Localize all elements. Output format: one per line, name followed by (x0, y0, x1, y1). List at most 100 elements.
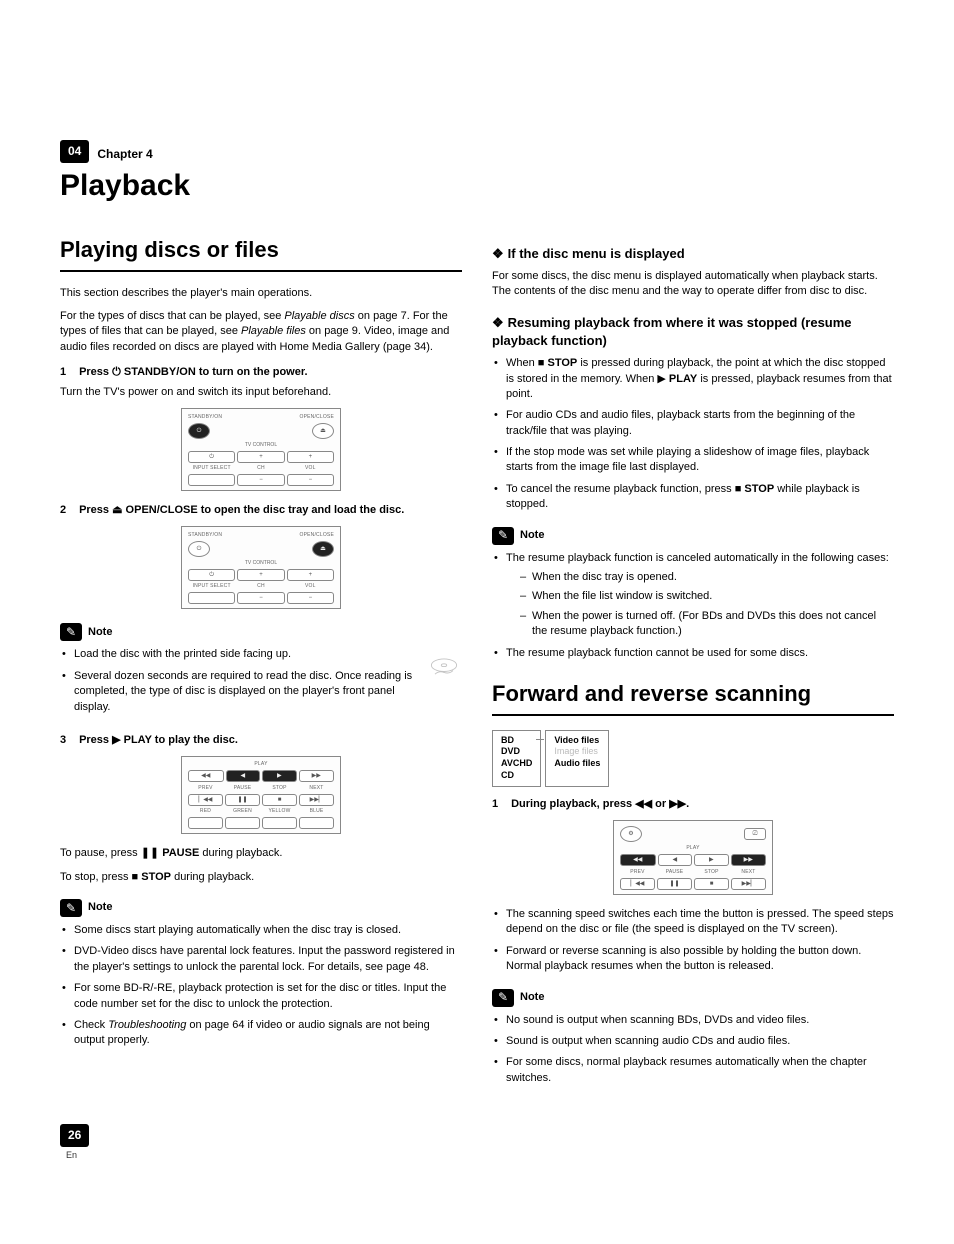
note-header-4: ✎ Note (492, 989, 894, 1007)
note2-item-1: Some discs start playing automatically w… (60, 923, 462, 938)
format-box-left: BD DVD AVCHD CD (492, 730, 541, 787)
fig2-standby-button: ⏻ (188, 541, 210, 557)
format-box: BD DVD AVCHD CD Video files Image files … (492, 730, 894, 787)
section-title-playing: Playing discs or files (60, 235, 462, 272)
remote-figure-2: STANDBY/ON OPEN/CLOSE ⏻ ⏏ TV CONTROL ⏻ +… (181, 526, 341, 609)
note3-lead: The resume playback function is canceled… (506, 552, 889, 564)
fig3-prev-button: ▏◀◀ (188, 794, 223, 806)
fig2-lbl-r2c3: VOL (287, 583, 334, 590)
fig3-lbl-stop: STOP (262, 785, 297, 792)
fig3-blue-button (299, 817, 334, 829)
remote-figure-3: PLAY ◀◀ ◀ ▶ ▶▶ PREV PAUSE STOP NEXT ▏◀◀ … (181, 756, 341, 834)
page-title: Playback (60, 165, 894, 207)
note-icon: ✎ (60, 623, 82, 641)
fig4-lbl-stop: STOP (694, 869, 729, 876)
note2-i4b: Troubleshooting (108, 1019, 186, 1031)
fmt-avchd: AVCHD (501, 758, 532, 770)
eject-icon: ⏏ (112, 504, 122, 516)
pause-icon: ❚❚ (141, 847, 159, 859)
fig1-standby-button: ⏻ (188, 423, 210, 439)
fig4-lbl-play: PLAY (658, 845, 729, 852)
scan-list: The scanning speed switches each time th… (492, 907, 894, 975)
sub1-title: If the disc menu is displayed (508, 246, 685, 261)
fig3-rev-button: ◀◀ (188, 770, 224, 782)
step-2-number: 2 (60, 503, 76, 518)
pause-c: during playback. (199, 847, 282, 859)
fig2-open-button: ⏏ (312, 541, 334, 557)
note-label-3: Note (520, 528, 544, 543)
fig3-lbl-play: PLAY (226, 761, 297, 768)
chapter-header: 04 Chapter 4 (60, 140, 894, 163)
fig3-lbl-pause: PAUSE (225, 785, 260, 792)
step-2: 2 Press ⏏ OPEN/CLOSE to open the disc tr… (60, 503, 462, 518)
fig1-btn-r3c3: − (287, 474, 334, 486)
chapter-label: Chapter 4 (97, 146, 152, 163)
note-label-1: Note (88, 625, 112, 640)
fig1-btn-r1c3: + (287, 451, 334, 463)
play-icon: ▶ (112, 734, 120, 746)
fig1-lbl-r2c1: INPUT SELECT (188, 465, 235, 472)
fmt-bd: BD (501, 735, 532, 747)
note-2-list: Some discs start playing automatically w… (60, 923, 462, 1049)
note4-item-1: No sound is output when scanning BDs, DV… (492, 1013, 894, 1028)
fig4-rev-button: ◀◀ (620, 854, 656, 866)
stop-instruction: To stop, press ■ STOP during playback. (60, 870, 462, 885)
note2-item-2: DVD-Video discs have parental lock featu… (60, 944, 462, 975)
power-icon: ⏻ (112, 366, 121, 378)
fig2-btn-r3c1 (188, 592, 235, 604)
diamond-icon-1: ❖ (492, 246, 504, 261)
remote-figure-1: STANDBY/ON OPEN/CLOSE ⏻ ⏏ TV CONTROL ⏻ +… (181, 408, 341, 491)
fig2-btn-r1c1: ⏻ (188, 569, 235, 581)
chapter-badge: 04 (60, 140, 89, 163)
fig4-back-button: ◀ (658, 854, 693, 866)
fig4-lbl-prev: PREV (620, 869, 655, 876)
r-i1d: PLAY (666, 373, 697, 385)
sub-heading-disc-menu: ❖ If the disc menu is displayed (492, 245, 894, 263)
resume-item-4: To cancel the resume playback function, … (492, 482, 894, 513)
note3-dash-3: When the power is turned off. (For BDs a… (520, 609, 894, 640)
fig1-btn-r1c1: ⏻ (188, 451, 235, 463)
page-number: 26 (60, 1124, 89, 1147)
fmt-video: Video files (554, 735, 600, 747)
note3-dash-1: When the disc tray is opened. (520, 570, 894, 585)
scan-step-1b: or (652, 798, 669, 810)
step-3-number: 3 (60, 733, 76, 748)
fig1-label-standby: STANDBY/ON (188, 414, 222, 421)
r-i4a: To cancel the resume playback function, … (506, 483, 735, 495)
fig2-label-open: OPEN/CLOSE (299, 532, 334, 539)
content-columns: Playing discs or files This section desc… (60, 231, 894, 1094)
note4-item-3: For some discs, normal playback resumes … (492, 1055, 894, 1086)
fig1-btn-r3c1 (188, 474, 235, 486)
fig2-tv-control-label: TV CONTROL (186, 560, 336, 567)
page-lang: En (66, 1149, 894, 1162)
fig4-play-button: ▶ (694, 854, 729, 866)
pause-a: To pause, press (60, 847, 141, 859)
sub-heading-resume: ❖Resuming playback from where it was sto… (492, 314, 894, 350)
step-1-number: 1 (60, 365, 76, 380)
fig4-pause-button: ❚❚ (657, 878, 692, 890)
step-1b: STANDBY/ON to turn on the power. (121, 366, 308, 378)
fig3-lbl-yellow: YELLOW (262, 808, 297, 815)
fmt-image: Image files (554, 746, 600, 758)
fig3-lbl-red: RED (188, 808, 223, 815)
fig1-btn-r3c2: − (237, 474, 284, 486)
fig3-stop-button: ■ (262, 794, 297, 806)
fig4-top-right-button: ⎚ (744, 828, 766, 840)
types-paragraph: For the types of discs that can be playe… (60, 309, 462, 355)
pause-instruction: To pause, press ❚❚ PAUSE during playback… (60, 846, 462, 861)
r-i1a: When (506, 357, 538, 369)
types-text-a: For the types of discs that can be playe… (60, 310, 284, 322)
step-1-body: Turn the TV's power on and switch its in… (60, 385, 462, 400)
sub2-title: Resuming playback from where it was stop… (492, 315, 852, 348)
playable-files-ref: Playable files (241, 325, 306, 337)
left-column: Playing discs or files This section desc… (60, 231, 462, 1094)
step-1: 1 Press ⏻ STANDBY/ON to turn on the powe… (60, 365, 462, 380)
stop-a: To stop, press (60, 871, 132, 883)
r-i1b: STOP (544, 357, 577, 369)
fig4-fwd-button: ▶▶ (731, 854, 767, 866)
step-2a: Press (79, 504, 112, 516)
resume-item-2: For audio CDs and audio files, playback … (492, 408, 894, 439)
stop-b: STOP (138, 871, 171, 883)
fig2-btn-r3c2: − (237, 592, 284, 604)
fig3-yellow-button (262, 817, 297, 829)
